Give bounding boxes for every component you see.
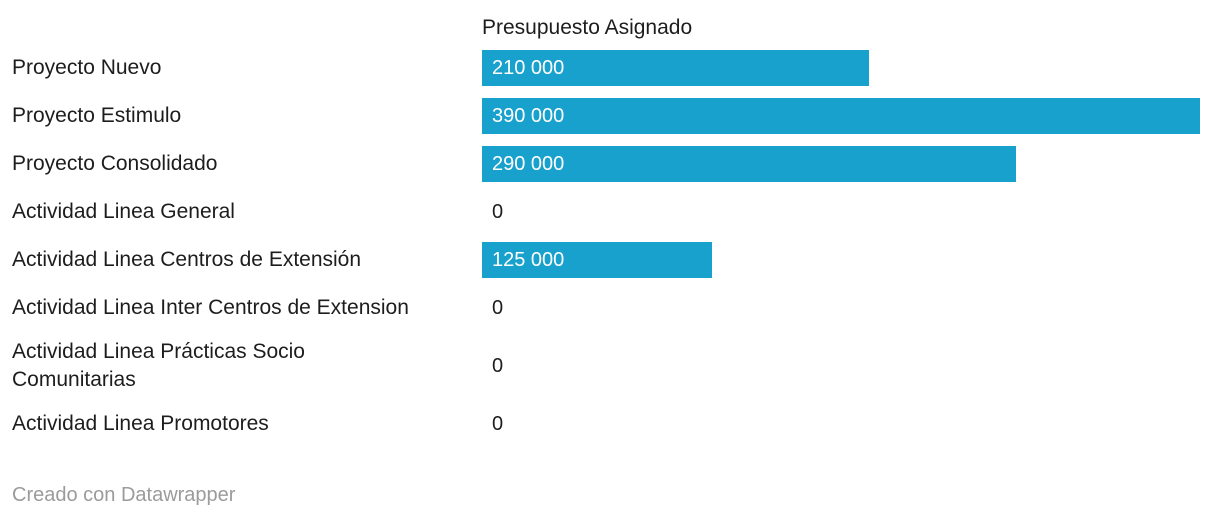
bar: 290 000 xyxy=(482,146,1016,182)
value-label: 0 xyxy=(492,355,504,377)
bar-row: Proyecto Nuevo 210 000 xyxy=(12,50,1200,86)
category-label: Actividad Linea Prácticas Socio Comunita… xyxy=(12,340,305,391)
column-header-row: Presupuesto Asignado xyxy=(12,14,1200,42)
value-label: 290 000 xyxy=(492,153,565,175)
category-label: Actividad Linea General xyxy=(12,200,235,223)
category-label: Actividad Linea Promotores xyxy=(12,412,269,435)
bar: 125 000 xyxy=(482,242,713,278)
value-label: 390 000 xyxy=(492,105,565,127)
bar-row: Actividad Linea Centros de Extensión 125… xyxy=(12,242,1200,278)
bar: 390 000 xyxy=(482,98,1200,134)
value-label: 0 xyxy=(492,413,504,435)
bar-track: 210 000 xyxy=(482,50,1200,86)
bar-row: Proyecto Estimulo 390 000 xyxy=(12,98,1200,134)
category-label: Actividad Linea Centros de Extensión xyxy=(12,248,362,271)
category-label: Proyecto Consolidado xyxy=(12,152,218,175)
bar-row: Actividad Linea Promotores 0 xyxy=(12,406,1200,442)
bar-track: 0 xyxy=(482,348,1200,384)
bar-track: 290 000 xyxy=(482,146,1200,182)
bar-row: Actividad Linea General 0 xyxy=(12,194,1200,230)
column-header: Presupuesto Asignado xyxy=(482,16,693,39)
bar-row: Actividad Linea Inter Centros de Extensi… xyxy=(12,290,1200,326)
value-label: 0 xyxy=(492,201,504,223)
value-label: 125 000 xyxy=(492,249,565,271)
bar-track: 0 xyxy=(482,290,1200,326)
column-header-spacer xyxy=(12,14,482,42)
category-label: Proyecto Nuevo xyxy=(12,56,162,79)
bar: 210 000 xyxy=(482,50,869,86)
bar-track: 0 xyxy=(482,194,1200,230)
category-label: Proyecto Estimulo xyxy=(12,104,182,127)
bar-row: Proyecto Consolidado 290 000 xyxy=(12,146,1200,182)
bar-track: 125 000 xyxy=(482,242,1200,278)
category-label: Actividad Linea Inter Centros de Extensi… xyxy=(12,296,409,319)
bar-track: 0 xyxy=(482,406,1200,442)
datawrapper-attribution-link[interactable]: Creado con Datawrapper xyxy=(12,484,236,506)
bar-row: Actividad Linea Prácticas Socio Comunita… xyxy=(12,338,1200,394)
value-label: 210 000 xyxy=(492,57,565,79)
value-label: 0 xyxy=(492,297,504,319)
bar-track: 390 000 xyxy=(482,98,1200,134)
